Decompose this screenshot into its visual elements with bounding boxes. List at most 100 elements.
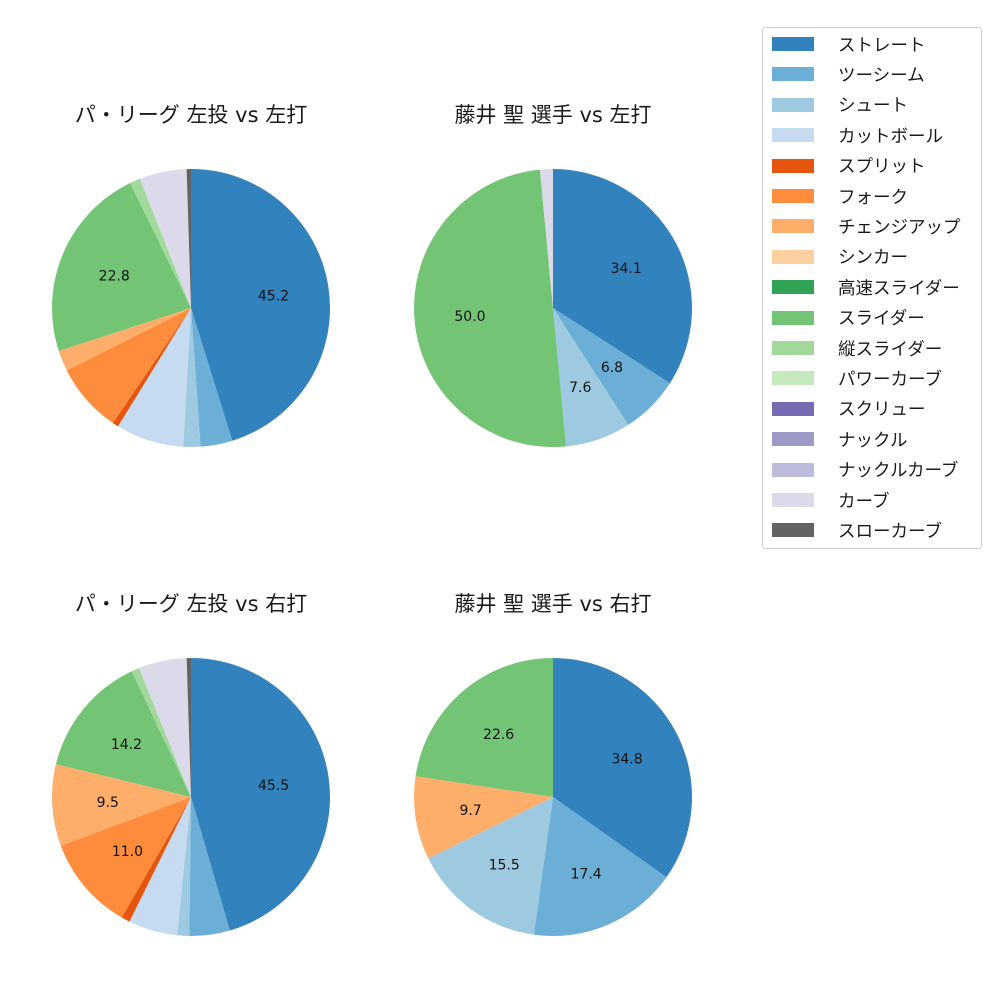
legend-swatch <box>772 523 814 538</box>
legend-swatch <box>772 249 814 264</box>
legend-swatch <box>772 128 814 143</box>
legend-label: スクリュー <box>838 400 926 421</box>
pie-slice <box>553 658 692 878</box>
slice-value-label: 15.5 <box>489 858 520 874</box>
pie-slice <box>414 169 567 447</box>
pie-slice <box>66 308 191 423</box>
legend-item: スクリュー <box>772 395 926 423</box>
slice-value-label: 34.8 <box>611 752 642 768</box>
pie-panel-fujii-vs-left: 藤井 聖 選手 vs 左打 34.1 6.8 7.6 50.0 <box>388 100 718 500</box>
legend-swatch <box>772 97 814 112</box>
pie-slice <box>414 776 553 859</box>
pie-slice <box>191 308 233 447</box>
slice-value-label: 14.2 <box>111 737 142 753</box>
legend-item: スローカーブ <box>772 516 942 544</box>
legend-label: カーブ <box>838 491 890 512</box>
legend-swatch <box>772 189 814 203</box>
legend-label: シンカー <box>838 248 908 269</box>
legend-item: 高速スライダー <box>772 273 960 301</box>
legend-item: 縦スライダー <box>772 334 942 362</box>
pie-slice <box>415 658 553 797</box>
pie-slice <box>51 764 191 846</box>
pie-slice <box>139 169 191 308</box>
legend-swatch <box>772 158 814 173</box>
chart-title: 藤井 聖 選手 vs 右打 <box>454 592 652 616</box>
pie-slice <box>58 308 191 371</box>
pie-slice <box>131 668 191 797</box>
slice-value-label: 22.6 <box>483 727 514 743</box>
legend-swatch <box>772 371 814 386</box>
pie-chart: 45.2 22.8 <box>51 169 331 448</box>
legend-swatch <box>772 67 814 82</box>
legend-swatch <box>772 401 814 416</box>
pie-slice <box>539 169 553 308</box>
legend-label: チェンジアップ <box>838 217 961 238</box>
pie-slice <box>112 308 191 427</box>
pie-slice <box>553 169 692 384</box>
pie-slice <box>55 671 191 797</box>
legend-label: カットボール <box>838 126 943 147</box>
pie-slice <box>129 797 191 936</box>
legend-label: スライダー <box>838 309 925 330</box>
legend-swatch <box>772 310 814 325</box>
legend-label: ナックル <box>838 430 908 451</box>
legend-item: スライダー <box>772 304 925 332</box>
legend-label: フォーク <box>838 187 908 208</box>
pie-slice <box>553 308 629 447</box>
legend-label: スローカーブ <box>838 521 942 542</box>
legend-item: スプリット <box>772 152 926 180</box>
legend-item: チェンジアップ <box>772 212 961 240</box>
pie-slice <box>130 178 191 308</box>
slice-value-label: 17.4 <box>571 867 602 883</box>
pie-panel-league-vs-right: パ・リーグ 左投 vs 右打 45.5 11.0 9.5 14.2 <box>26 589 356 989</box>
pie-slice <box>189 797 230 936</box>
legend-swatch <box>772 462 814 477</box>
pie-slice <box>60 797 191 918</box>
pie-slice <box>533 797 667 936</box>
legend-label: パワーカーブ <box>838 369 942 390</box>
slice-value-label: 7.6 <box>569 380 591 396</box>
pie-chart: 34.8 17.4 15.5 9.7 22.6 <box>414 658 692 936</box>
legend-label: シュート <box>838 96 908 117</box>
pie-slice <box>553 308 670 425</box>
chart-title: パ・リーグ 左投 vs 左打 <box>74 103 308 127</box>
legend-item: ストレート <box>772 30 926 58</box>
pie-slice <box>139 658 191 797</box>
slice-value-label: 9.5 <box>97 795 119 811</box>
slice-value-label: 50.0 <box>454 309 485 325</box>
legend-swatch <box>772 493 814 507</box>
legend-label: 高速スライダー <box>838 278 960 299</box>
pie-slice <box>191 658 331 931</box>
pie-slice <box>428 797 553 935</box>
pie-slice <box>186 658 191 797</box>
legend-item: カーブ <box>772 486 889 514</box>
pie-slice <box>118 308 191 447</box>
pie-slice <box>121 797 191 922</box>
legend-swatch <box>772 280 814 295</box>
legend-label: スプリット <box>838 157 926 178</box>
legend-item: シュート <box>772 91 908 119</box>
pie-slice <box>51 182 191 351</box>
legend-label: 縦スライダー <box>838 339 943 360</box>
slice-value-label: 6.8 <box>601 360 623 376</box>
legend-swatch <box>772 37 814 51</box>
slice-value-label: 11.0 <box>112 844 143 860</box>
chart-title: パ・リーグ 左投 vs 右打 <box>74 592 308 616</box>
legend-label: ストレート <box>838 35 926 56</box>
slice-value-label: 34.1 <box>611 261 642 277</box>
legend-swatch <box>772 219 814 234</box>
legend-swatch <box>772 432 814 447</box>
pie-slice <box>183 308 201 448</box>
legend-label: ツーシーム <box>838 65 925 86</box>
slice-value-label: 45.2 <box>258 288 289 304</box>
slice-value-label: 45.5 <box>258 778 289 794</box>
slice-value-label: 22.8 <box>99 268 130 284</box>
legend-item: パワーカーブ <box>772 364 942 392</box>
pie-panel-league-vs-left: パ・リーグ 左投 vs 左打 45.2 22.8 <box>26 100 356 500</box>
legend-item: ナックルカーブ <box>772 456 958 484</box>
legend-label: ナックルカーブ <box>838 461 959 482</box>
pie-chart: 45.5 11.0 9.5 14.2 <box>51 658 331 936</box>
pie-slice <box>186 169 191 308</box>
pie-panel-fujii-vs-right: 藤井 聖 選手 vs 右打 34.8 17.4 15.5 9.7 22.6 <box>388 589 718 989</box>
legend-item: カットボール <box>772 121 943 149</box>
